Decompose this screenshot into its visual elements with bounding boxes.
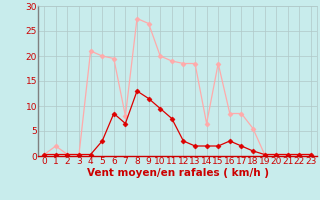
X-axis label: Vent moyen/en rafales ( km/h ): Vent moyen/en rafales ( km/h ) (87, 168, 268, 178)
